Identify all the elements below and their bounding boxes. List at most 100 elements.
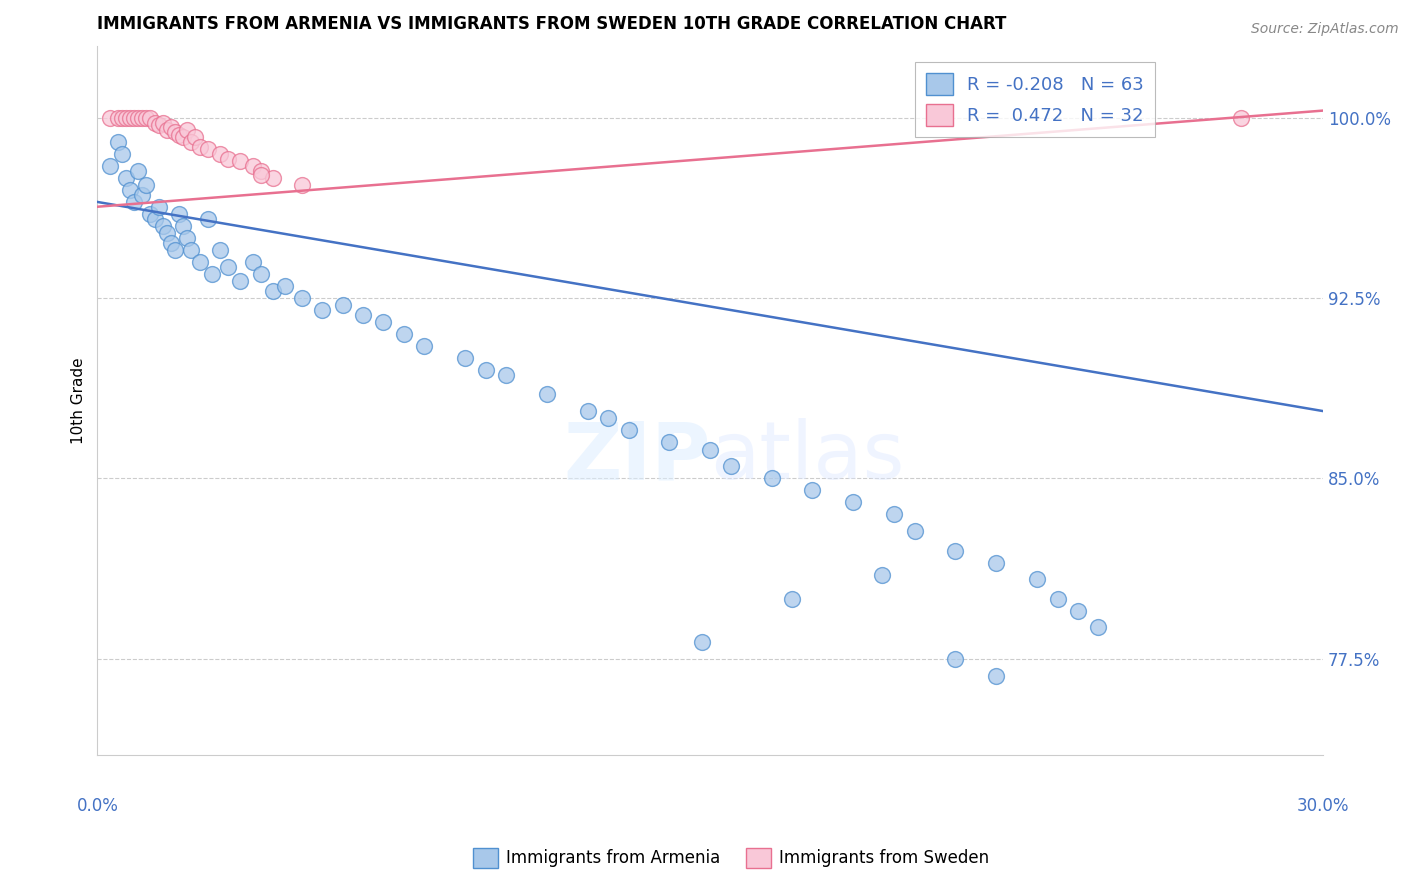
Point: [135, 111, 157, 125]
Point: [1087, 620, 1109, 634]
Point: [131, 187, 153, 202]
Point: [115, 170, 138, 185]
Point: [262, 284, 284, 298]
Point: [143, 211, 166, 226]
Point: [111, 146, 134, 161]
Point: [842, 495, 865, 509]
Point: [536, 387, 558, 401]
Point: [118, 183, 141, 197]
Point: [135, 178, 157, 193]
Text: IMMIGRANTS FROM ARMENIA VS IMMIGRANTS FROM SWEDEN 10TH GRADE CORRELATION CHART: IMMIGRANTS FROM ARMENIA VS IMMIGRANTS FR…: [97, 15, 1007, 33]
Point: [156, 123, 179, 137]
Point: [1046, 591, 1069, 606]
Point: [249, 267, 271, 281]
Point: [1026, 573, 1049, 587]
Point: [262, 170, 284, 185]
Point: [801, 483, 824, 498]
Point: [413, 339, 436, 353]
Point: [1067, 604, 1090, 618]
Point: [160, 235, 183, 250]
Point: [229, 154, 252, 169]
Point: [139, 207, 162, 221]
Point: [617, 423, 640, 437]
Point: [274, 279, 297, 293]
Point: [111, 111, 134, 125]
Point: [291, 178, 314, 193]
Point: [229, 274, 252, 288]
Point: [98, 159, 121, 173]
Point: [197, 211, 219, 226]
Point: [152, 219, 174, 233]
Point: [184, 130, 207, 145]
Point: [658, 435, 681, 450]
Point: [945, 543, 967, 558]
Point: [143, 115, 166, 129]
Point: [217, 260, 239, 274]
Text: Source: ZipAtlas.com: Source: ZipAtlas.com: [1251, 22, 1399, 37]
Text: 30.0%: 30.0%: [1296, 797, 1350, 814]
Point: [156, 226, 179, 240]
Legend: R = -0.208   N = 63, R =  0.472   N = 32: R = -0.208 N = 63, R = 0.472 N = 32: [915, 62, 1154, 136]
Point: [249, 169, 271, 183]
Point: [167, 128, 190, 142]
Point: [311, 303, 333, 318]
Point: [127, 111, 149, 125]
Text: atlas: atlas: [710, 418, 904, 496]
Point: [883, 508, 905, 522]
Point: [598, 411, 620, 425]
Point: [392, 327, 415, 342]
Point: [870, 567, 893, 582]
Point: [172, 219, 194, 233]
Point: [152, 115, 174, 129]
Point: [122, 111, 145, 125]
Point: [176, 123, 198, 137]
Point: [163, 243, 186, 257]
Point: [131, 111, 153, 125]
Point: [172, 130, 194, 145]
Point: [115, 111, 138, 125]
Point: [188, 139, 211, 153]
Point: [474, 363, 496, 377]
Point: [107, 135, 129, 149]
Legend: Immigrants from Armenia, Immigrants from Sweden: Immigrants from Armenia, Immigrants from…: [467, 841, 995, 875]
Point: [576, 404, 599, 418]
Point: [139, 111, 162, 125]
Point: [332, 298, 354, 312]
Point: [163, 125, 186, 139]
Point: [167, 207, 190, 221]
Point: [176, 231, 198, 245]
Point: [780, 591, 803, 606]
Text: ZIP: ZIP: [562, 418, 710, 496]
Point: [197, 142, 219, 156]
Point: [903, 524, 925, 539]
Point: [373, 315, 395, 329]
Point: [249, 163, 271, 178]
Point: [201, 267, 224, 281]
Point: [986, 556, 1008, 570]
Point: [986, 668, 1008, 682]
Point: [122, 194, 145, 209]
Point: [352, 308, 374, 322]
Point: [148, 118, 170, 132]
Point: [720, 459, 742, 474]
Point: [242, 159, 264, 173]
Point: [690, 635, 713, 649]
Point: [118, 111, 141, 125]
Point: [699, 442, 721, 457]
Point: [208, 243, 231, 257]
Text: 0.0%: 0.0%: [76, 797, 118, 814]
Point: [148, 200, 170, 214]
Point: [160, 120, 183, 135]
Point: [291, 291, 314, 305]
Point: [208, 146, 231, 161]
Point: [945, 651, 967, 665]
Point: [495, 368, 517, 382]
Y-axis label: 10th Grade: 10th Grade: [72, 357, 86, 443]
Point: [107, 111, 129, 125]
Point: [761, 471, 783, 485]
Point: [454, 351, 477, 366]
Point: [180, 135, 202, 149]
Point: [242, 255, 264, 269]
Point: [180, 243, 202, 257]
Point: [188, 255, 211, 269]
